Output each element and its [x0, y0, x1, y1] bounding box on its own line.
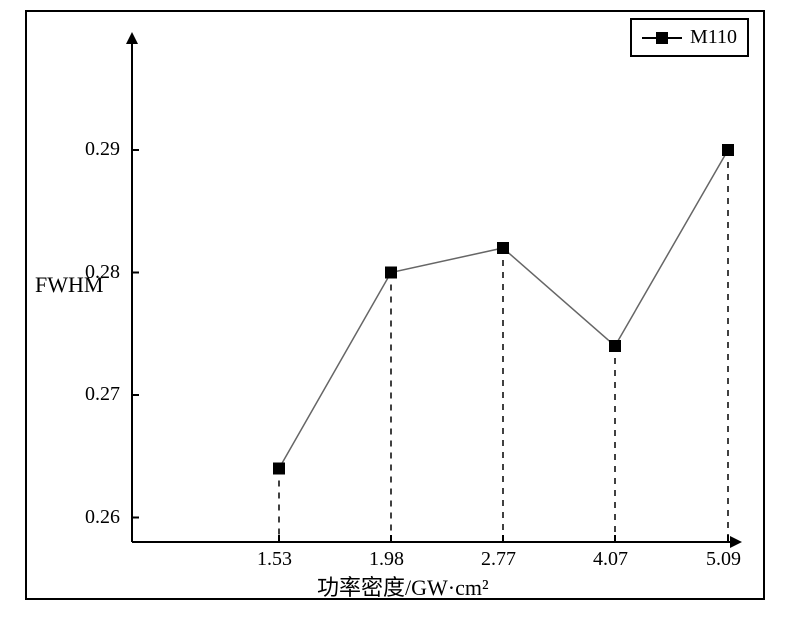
plot-svg: [27, 12, 767, 602]
y-tick-label: 0.29: [85, 138, 120, 161]
x-tick-label: 2.77: [481, 548, 516, 571]
x-tick-label: 1.53: [257, 548, 292, 571]
y-tick-label: 0.28: [85, 261, 120, 284]
x-tick-label: 4.07: [593, 548, 628, 571]
y-tick-label: 0.26: [85, 506, 120, 529]
x-axis-label: 功率密度/GW·cm²: [317, 570, 489, 602]
y-tick-label: 0.27: [85, 383, 120, 406]
x-tick-label: 5.09: [706, 548, 741, 571]
x-tick-label: 1.98: [369, 548, 404, 571]
chart-frame: M110 FWHM 功率密度/GW·cm² 0.260.270.280.291.…: [25, 10, 765, 600]
